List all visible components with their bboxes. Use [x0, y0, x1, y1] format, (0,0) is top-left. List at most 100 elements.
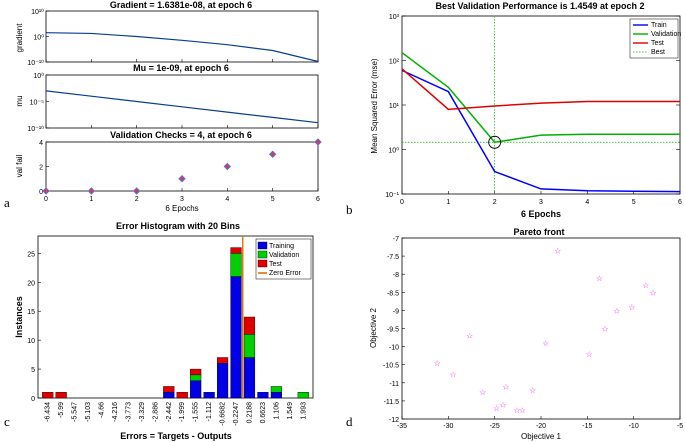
histogram-chart: Error Histogram with 20 Bins Instances E… — [14, 221, 314, 441]
histogram-xtick-label: -2.886 — [152, 402, 159, 422]
histogram-title: Error Histogram with 20 Bins — [116, 221, 240, 231]
mu-title: Mu = 1e-09, at epoch 6 — [133, 63, 229, 73]
gradient-line — [45, 32, 319, 63]
pareto-point: ☆ — [601, 325, 608, 334]
gradient-ytick-label: 10⁰ — [33, 34, 44, 42]
valfail-xtick-label: 5 — [271, 196, 275, 203]
pareto-xtick-label: -10 — [629, 423, 639, 430]
histogram-bar-test — [230, 247, 242, 254]
valfail-ytick-label: 0 — [39, 189, 43, 196]
performance-title: Best Validation Performance is 1.4549 at… — [435, 1, 644, 11]
pareto-ytick-label: -8 — [393, 272, 399, 279]
pareto-ytick-label: -10 — [389, 345, 399, 352]
panel-letter-a: a — [4, 195, 10, 210]
pareto-ytick-label: -11 — [389, 381, 399, 388]
histogram-xtick-label: -0.6682 — [220, 402, 227, 426]
legend-validation: Validation — [651, 31, 681, 38]
histogram-bar-validation — [190, 374, 202, 381]
histogram-bar-test — [55, 392, 67, 399]
pareto-point: ☆ — [449, 370, 456, 379]
histogram-xtick-label: 1.993 — [300, 402, 307, 420]
performance-legend: Train Validation Test Best — [629, 18, 681, 59]
valfail-point — [42, 187, 50, 195]
histogram-xtick-label: 1.106 — [273, 402, 280, 420]
histogram-ytick-label: 15 — [27, 309, 35, 316]
performance-chart: Best Validation Performance is 1.4549 at… — [370, 1, 682, 219]
histogram-xtick-label: -1.112 — [206, 402, 213, 421]
performance-test-line — [401, 68, 680, 111]
gradient-ytick-label: 10⁻¹⁰ — [27, 59, 44, 67]
legend-hist-validation: Validation — [269, 252, 299, 259]
pareto-point: ☆ — [596, 274, 603, 283]
pareto-xlabel: Objective 1 — [521, 432, 562, 441]
histogram-bar-training — [270, 392, 282, 399]
pareto-xtick-label: -20 — [536, 423, 546, 430]
legend-zero-error: Zero Error — [269, 270, 302, 277]
valfail-point — [178, 175, 186, 183]
histogram-ytick-label: 25 — [27, 251, 35, 258]
valfail-point — [132, 187, 141, 195]
histogram-xtick-label: -1.555 — [193, 402, 200, 422]
gradient-chart: Gradient = 1.6381e-08, at epoch 6 gradie… — [15, 0, 319, 67]
histogram-xtick-label: -3.329 — [139, 402, 146, 422]
pareto-xtick-label: -5 — [677, 423, 683, 430]
pareto-point: ☆ — [499, 401, 506, 410]
valfail-title: Validation Checks = 4, at epoch 6 — [110, 130, 252, 140]
pareto-point: ☆ — [502, 382, 509, 391]
performance-ylabel: Mean Squared Error (mse) — [370, 58, 379, 153]
histogram-xtick-label: -4.66 — [99, 402, 106, 418]
pareto-ytick-label: -9 — [393, 308, 399, 315]
histogram-bar-training — [203, 392, 215, 399]
valfail-point — [268, 150, 277, 158]
panel-letter-b: b — [346, 202, 353, 217]
pareto-ylabel: Objective 2 — [369, 307, 378, 348]
mu-ytick-label: 10⁰ — [33, 72, 44, 80]
valfail-xtick-label: 4 — [225, 196, 229, 203]
histogram-xtick-label: 0.2188 — [246, 402, 253, 424]
mu-ytick-label: 10⁻⁵ — [30, 100, 44, 107]
pareto-point: ☆ — [586, 350, 593, 359]
performance-xtick-label: 6 — [678, 199, 682, 206]
panel-letter-d: d — [346, 414, 353, 429]
histogram-bar-training — [230, 276, 242, 399]
gradient-ylabel: gradient — [15, 23, 24, 53]
histogram-bar-training — [190, 380, 202, 399]
pareto-point: ☆ — [519, 406, 526, 415]
pareto-point: ☆ — [642, 281, 649, 290]
histogram-xtick-label: -2.442 — [166, 402, 173, 422]
valfail-xtick-label: 0 — [44, 196, 48, 203]
pareto-ytick-label: -8.5 — [387, 290, 399, 297]
performance-ytick-label: 10¹ — [389, 103, 400, 110]
performance-xtick-label: 3 — [539, 199, 543, 206]
pareto-axes-box — [401, 237, 681, 420]
performance-xtick-label: 0 — [400, 199, 404, 206]
mu-ylabel: mu — [15, 95, 24, 106]
histogram-bar-training — [163, 392, 175, 399]
valfail-xtick-label: 6 — [316, 196, 320, 203]
pareto-ytick-label: -11.5 — [384, 399, 400, 406]
pareto-point: ☆ — [493, 404, 500, 413]
valfail-ytick-label: 2 — [39, 165, 43, 172]
valfail-xtick-label: 3 — [180, 196, 184, 203]
performance-validation-line — [401, 52, 680, 144]
histogram-xtick-label: -5.547 — [72, 402, 79, 422]
histogram-bar-validation — [270, 386, 282, 393]
valfail-point — [223, 162, 232, 171]
performance-train-line — [401, 69, 681, 193]
pareto-point: ☆ — [613, 306, 620, 315]
histogram-bar-training — [243, 357, 256, 399]
pareto-ytick-label: -12 — [389, 417, 399, 424]
valfail-ytick-label: 4 — [39, 140, 43, 147]
pareto-xtick-label: -25 — [490, 423, 500, 430]
pareto-ytick-label: -9.5 — [387, 327, 399, 334]
histogram-xtick-label: -6.434 — [45, 402, 52, 422]
histogram-bar-training — [216, 363, 229, 399]
pareto-point: ☆ — [650, 288, 657, 297]
mu-chart: Mu = 1e-09, at epoch 6 mu 10⁻¹⁰ 10⁻⁵ 10⁰ — [15, 63, 319, 133]
histogram-legend: Training Validation Test Zero Error — [255, 238, 312, 280]
legend-train: Train — [651, 22, 667, 29]
gradient-title: Gradient = 1.6381e-08, at epoch 6 — [110, 0, 252, 10]
histogram-bar-validation — [230, 253, 242, 277]
histogram-xtick-label: -1.999 — [179, 402, 186, 422]
